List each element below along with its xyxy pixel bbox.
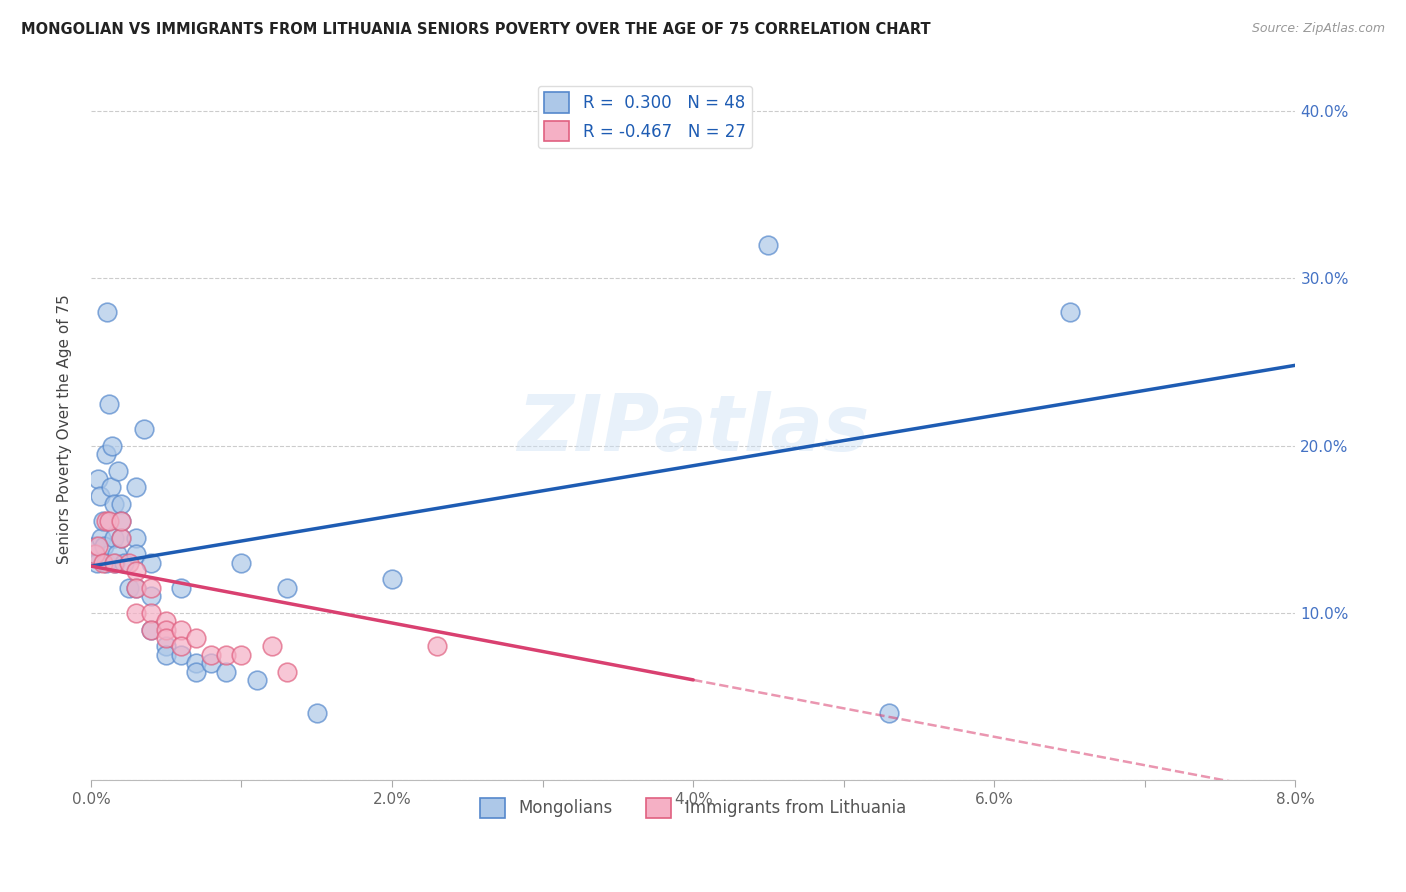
Point xyxy=(91,514,114,528)
Point xyxy=(110,531,132,545)
Point xyxy=(83,548,105,562)
Point xyxy=(155,615,177,629)
Point xyxy=(91,556,114,570)
Point xyxy=(94,447,117,461)
Point xyxy=(305,706,328,721)
Point xyxy=(186,631,208,645)
Point xyxy=(155,640,177,654)
Point xyxy=(132,422,155,436)
Point xyxy=(200,656,222,670)
Point xyxy=(103,556,125,570)
Point xyxy=(186,665,208,679)
Point xyxy=(125,531,148,545)
Point xyxy=(94,556,117,570)
Point xyxy=(103,497,125,511)
Point xyxy=(1059,304,1081,318)
Point xyxy=(105,548,128,562)
Point xyxy=(104,556,127,570)
Legend: Mongolians, Immigrants from Lithuania: Mongolians, Immigrants from Lithuania xyxy=(474,791,912,825)
Point xyxy=(100,480,122,494)
Point xyxy=(125,581,148,595)
Text: Source: ZipAtlas.com: Source: ZipAtlas.com xyxy=(1251,22,1385,36)
Point xyxy=(89,489,111,503)
Point xyxy=(426,640,449,654)
Point xyxy=(90,531,112,545)
Point xyxy=(117,581,139,595)
Point xyxy=(231,556,253,570)
Point xyxy=(276,581,298,595)
Point xyxy=(125,548,148,562)
Point xyxy=(141,589,163,603)
Point xyxy=(215,665,238,679)
Point xyxy=(107,464,129,478)
Point xyxy=(260,640,283,654)
Point xyxy=(103,531,125,545)
Point xyxy=(215,648,238,662)
Point xyxy=(125,564,148,578)
Point xyxy=(381,573,404,587)
Point xyxy=(110,514,132,528)
Point xyxy=(125,581,148,595)
Point xyxy=(125,480,148,494)
Point xyxy=(141,581,163,595)
Point xyxy=(110,514,132,528)
Point xyxy=(93,539,115,553)
Point xyxy=(94,514,117,528)
Point xyxy=(87,539,110,553)
Point xyxy=(112,556,135,570)
Text: ZIPatlas: ZIPatlas xyxy=(517,391,869,467)
Point xyxy=(141,623,163,637)
Point xyxy=(155,623,177,637)
Point xyxy=(170,623,193,637)
Point xyxy=(141,606,163,620)
Point xyxy=(141,623,163,637)
Point xyxy=(758,237,780,252)
Point xyxy=(170,648,193,662)
Point xyxy=(155,648,177,662)
Y-axis label: Seniors Poverty Over the Age of 75: Seniors Poverty Over the Age of 75 xyxy=(58,294,72,564)
Point xyxy=(110,531,132,545)
Point xyxy=(110,497,132,511)
Point xyxy=(84,548,107,562)
Point xyxy=(877,706,900,721)
Point xyxy=(141,556,163,570)
Point xyxy=(84,539,107,553)
Point xyxy=(87,472,110,486)
Point xyxy=(170,640,193,654)
Point xyxy=(98,514,121,528)
Point xyxy=(125,606,148,620)
Point xyxy=(101,439,124,453)
Point xyxy=(96,304,118,318)
Point xyxy=(186,656,208,670)
Point xyxy=(245,673,267,687)
Point xyxy=(200,648,222,662)
Point xyxy=(231,648,253,662)
Point xyxy=(98,397,121,411)
Point xyxy=(155,631,177,645)
Point xyxy=(276,665,298,679)
Point xyxy=(170,581,193,595)
Point xyxy=(86,556,108,570)
Text: MONGOLIAN VS IMMIGRANTS FROM LITHUANIA SENIORS POVERTY OVER THE AGE OF 75 CORREL: MONGOLIAN VS IMMIGRANTS FROM LITHUANIA S… xyxy=(21,22,931,37)
Point xyxy=(117,556,139,570)
